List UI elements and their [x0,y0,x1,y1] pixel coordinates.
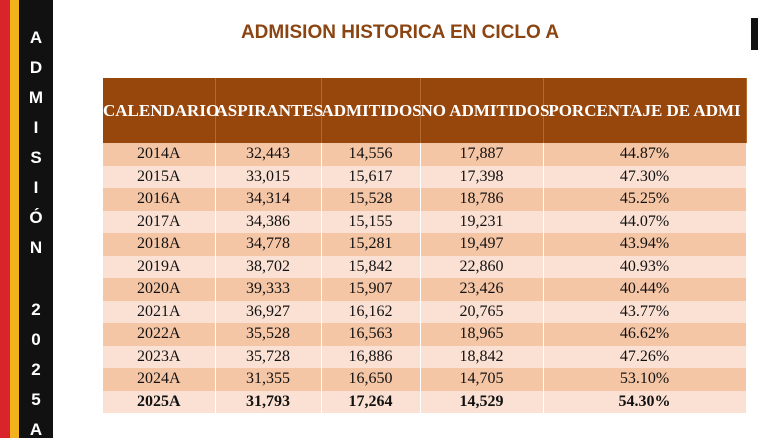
table-cell: 38,702 [215,255,322,278]
table-cell: 34,778 [215,233,322,256]
table-cell: 33,015 [215,165,322,188]
column-header: PORCENTAJE DE ADMI [543,78,747,143]
table-cell: 17,264 [321,390,421,413]
sidebar-letter: 2 [31,300,41,319]
table-cell: 15,155 [321,210,421,233]
table-cell: 45.25% [543,188,747,211]
sidebar-letter: I [33,178,39,197]
table-cell: 40.93% [543,255,747,278]
table-cell: 47.30% [543,165,747,188]
table-row: 2024A 31,355 16,650 14,705 53.10% [103,368,747,391]
column-header: NO ADMITIDOS [420,78,549,143]
table-cell: 20,765 [420,300,544,323]
table-row: 2017A 34,386 15,155 19,231 44.07% [103,210,747,233]
table-cell: 23,426 [420,278,544,301]
table-row: 2014A 32,443 14,556 17,887 44.87% [103,143,747,166]
table-body: 2014A 32,443 14,556 17,887 44.87% 2015A 33,015… [103,143,747,413]
sidebar-letter: 2 [31,360,41,379]
black-band [19,0,53,438]
table-cell: 18,842 [420,345,544,368]
table-row: 2025A 31,793 17,264 14,529 54.30% [103,390,747,413]
sidebar-letter: 5 [31,390,41,409]
table-row: 2019A 38,702 15,842 22,860 40.93% [103,255,747,278]
table-cell: 54.30% [543,390,747,413]
table-cell: 39,333 [215,278,322,301]
table-cell: 17,887 [420,143,544,166]
table-cell: 2025A [103,390,216,413]
table-cell: 19,231 [420,210,544,233]
table-cell: 14,529 [420,390,544,413]
table-cell: 19,497 [420,233,544,256]
table-cell: 2017A [103,210,216,233]
table-row: 2022A 35,528 16,563 18,965 46.62% [103,323,747,346]
table-cell: 36,927 [215,300,322,323]
table-cell: 14,705 [420,368,544,391]
table-cell: 2023A [103,345,216,368]
table-cell: 16,162 [321,300,421,323]
table-cell: 16,650 [321,368,421,391]
table-cell: 14,556 [321,143,421,166]
table-cell: 2020A [103,278,216,301]
table-cell: 53.10% [543,368,747,391]
table-cell: 34,386 [215,210,322,233]
sidebar-letter: I [33,118,39,137]
sidebar-letter: S [30,148,42,167]
table-cell: 15,281 [321,233,421,256]
table-cell: 35,528 [215,323,322,346]
table-row: 2016A 34,314 15,528 18,786 45.25% [103,188,747,211]
sidebar-letter: N [29,238,43,257]
table-cell: 44.07% [543,210,747,233]
page-title: ADMISION HISTORICA EN CICLO A [240,22,560,43]
table-cell: 15,617 [321,165,421,188]
sidebar-letter: Ó [29,208,43,227]
table-cell: 32,443 [215,143,322,166]
table-cell: 16,886 [321,345,421,368]
table-cell: 2021A [103,300,216,323]
table-cell: 2016A [103,188,216,211]
table-cell: 18,965 [420,323,544,346]
table-cell: 15,528 [321,188,421,211]
sidebar-letter: A [29,28,43,47]
table-cell: 34,314 [215,188,322,211]
corner-block [751,18,758,50]
sidebar-letter: D [29,58,43,77]
table-row: 2020A 39,333 15,907 23,426 40.44% [103,278,747,301]
table-cell: 46.62% [543,323,747,346]
table-cell: 16,563 [321,323,421,346]
admission-table: CALENDARIO ASPIRANTES ADMITIDOS NO ADMITIDO… [103,78,747,413]
table-cell: 40.44% [543,278,747,301]
table-cell: 17,398 [420,165,544,188]
column-header: CALENDARIO [103,78,219,143]
table-row: 2015A 33,015 15,617 17,398 47.30% [103,165,747,188]
table-cell: 31,793 [215,390,322,413]
table-cell: 2014A [103,143,216,166]
red-stripe [0,0,10,438]
column-header: ADMITIDOS [321,78,422,143]
table-cell: 15,907 [321,278,421,301]
table-row: 2018A 34,778 15,281 19,497 43.94% [103,233,747,256]
table-cell: 18,786 [420,188,544,211]
table-cell: 22,860 [420,255,544,278]
table-cell: 15,842 [321,255,421,278]
table-cell: 43.77% [543,300,747,323]
column-header: ASPIRANTES [215,78,323,143]
sidebar-letter: A [29,420,43,439]
table-cell: 44.87% [543,143,747,166]
sidebar-letter: M [28,88,44,107]
table-cell: 47.26% [543,345,747,368]
header-row: CALENDARIO ASPIRANTES ADMITIDOS NO ADMITIDO… [103,78,747,143]
table-cell: 2018A [103,233,216,256]
table-cell: 35,728 [215,345,322,368]
table-row: 2023A 35,728 16,886 18,842 47.26% [103,345,747,368]
table-cell: 2024A [103,368,216,391]
yellow-stripe [10,0,19,438]
table-cell: 2019A [103,255,216,278]
sidebar-letter: 0 [31,330,41,349]
table-row: 2021A 36,927 16,162 20,765 43.77% [103,300,747,323]
table-cell: 43.94% [543,233,747,256]
table-cell: 31,355 [215,368,322,391]
table-cell: 2015A [103,165,216,188]
table-cell: 2022A [103,323,216,346]
